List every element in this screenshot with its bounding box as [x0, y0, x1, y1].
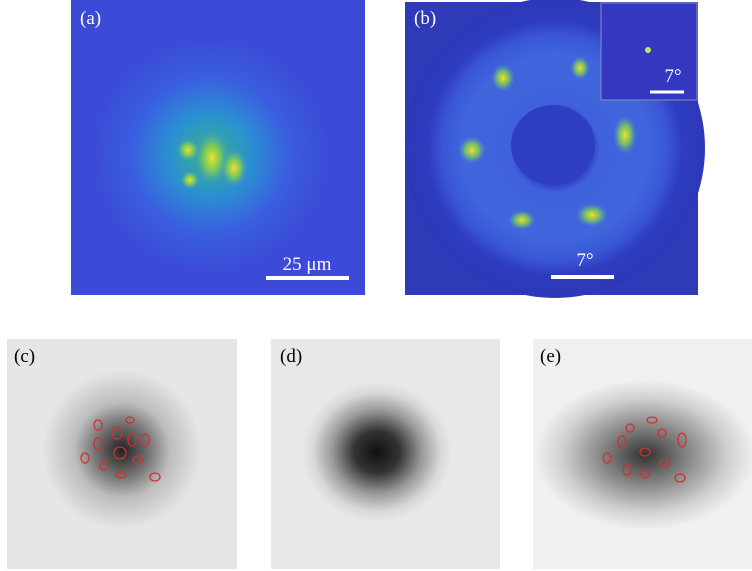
panel-label: (a) [80, 8, 101, 29]
panel-d: (d) [271, 339, 500, 569]
pattern [535, 380, 752, 530]
inset-spot [645, 47, 651, 53]
panel-label: (c) [14, 346, 35, 367]
scale-label: 7° [576, 250, 593, 271]
speckle [180, 170, 200, 190]
pattern [302, 382, 452, 522]
speckle [220, 148, 248, 188]
spot [458, 136, 486, 164]
panel-b: 7° (b) 7° [405, 0, 705, 298]
spot [491, 64, 515, 92]
spot [613, 115, 637, 155]
panel-e: (e) [533, 339, 752, 569]
inset-scale-label: 7° [664, 66, 681, 87]
panel-a: (a) 25 μm [71, 0, 365, 295]
scale-label: 25 μm [283, 254, 332, 275]
panel-label: (b) [414, 8, 436, 29]
panel-label: (e) [540, 346, 561, 367]
spot [570, 56, 590, 80]
page: (a) 25 μm 7° (b) 7° (c) [0, 0, 752, 571]
core [511, 105, 595, 185]
spot [576, 203, 608, 227]
spot [508, 210, 536, 230]
speckle [176, 138, 200, 162]
figure: (a) 25 μm 7° (b) 7° (c) [0, 0, 752, 571]
pattern [42, 370, 202, 530]
panel-c: (c) [7, 339, 237, 569]
panel-label: (d) [280, 346, 302, 367]
